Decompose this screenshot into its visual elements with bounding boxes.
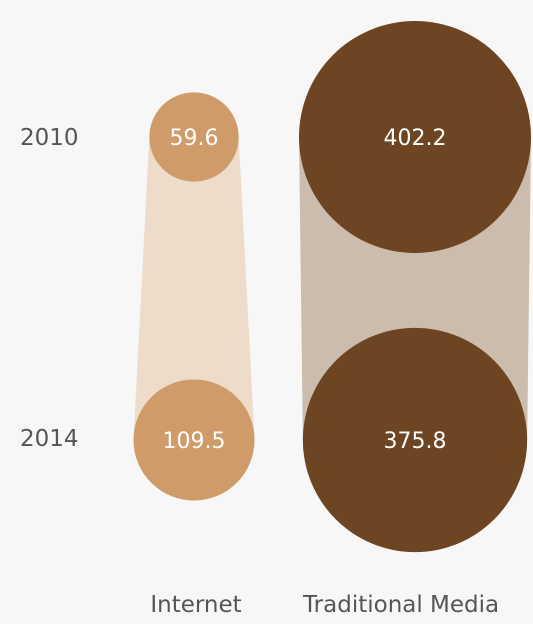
internet-2014-value: 109.5 bbox=[163, 429, 226, 454]
year-label-2010: 2010 bbox=[20, 125, 79, 151]
traditional-media-2014-value: 375.8 bbox=[384, 429, 447, 454]
year-label-2014: 2014 bbox=[20, 426, 79, 452]
traditional-media-2010-bubble bbox=[299, 21, 531, 253]
internet-series: 59.6 109.5 bbox=[133, 92, 255, 501]
category-label-traditional-media: Traditional Media bbox=[302, 592, 499, 618]
internet-2010-bubble bbox=[149, 92, 239, 182]
traditional-media-2010-value: 402.2 bbox=[384, 126, 447, 151]
category-label-internet: Internet bbox=[150, 592, 241, 618]
traditional-media-2014-bubble bbox=[302, 327, 528, 553]
internet-connector-band bbox=[133, 137, 255, 440]
internet-2010-value: 59.6 bbox=[170, 126, 219, 151]
traditional-media-series: 402.2 375.8 bbox=[299, 21, 531, 553]
internet-2014-bubble bbox=[133, 379, 255, 501]
